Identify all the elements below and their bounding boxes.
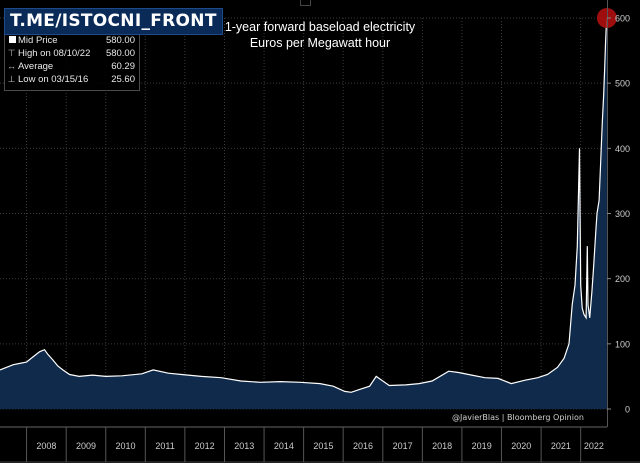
x-tick-label: 2012: [195, 441, 215, 451]
y-axis: 0 100 200 300 400 500 600: [607, 0, 630, 427]
y-tick-label: 500: [615, 79, 630, 89]
legend: Mid Price 580.00 ⊤ High on 08/10/22 580.…: [4, 33, 140, 91]
legend-row-average[interactable]: ↔ Average 60.29: [7, 61, 137, 73]
legend-label: Average: [18, 61, 54, 72]
price-line: [0, 17, 608, 393]
x-axis: 2008 2009 2010 2011 2012 2013 2014 2015 2016 2017…: [0, 426, 640, 463]
x-tick-label: 2015: [313, 441, 333, 451]
y-tick-label: 600: [615, 14, 630, 24]
low-marker-icon: ⊥: [7, 74, 16, 84]
legend-value: 580.00: [105, 35, 135, 46]
y-tick-label: 100: [615, 339, 630, 349]
x-tick-label: 2010: [116, 441, 136, 451]
chart-title: 1-year forward baseload electricity Euro…: [200, 19, 440, 51]
title-line-1: 1-year forward baseload electricity: [224, 20, 416, 34]
latest-price-marker: [596, 8, 617, 28]
chart-credit: @JavierBlas | Bloomberg Opinion: [452, 413, 584, 422]
x-tick-label: 2017: [393, 441, 413, 451]
legend-value: 60.29: [111, 61, 135, 72]
x-tick-label: 2011: [155, 441, 174, 451]
legend-label: High on 08/10/22: [18, 48, 91, 59]
x-tick-label: 2008: [36, 441, 56, 451]
x-tick-label: 2019: [472, 441, 492, 451]
y-tick-label: 200: [615, 274, 630, 284]
legend-row-low[interactable]: ⊥ Low on 03/15/16 25.60: [7, 74, 137, 86]
channel-watermark: T.ME/ISTOCNI_FRONT: [4, 8, 223, 35]
title-line-2: Euros per Megawatt hour: [249, 36, 391, 50]
x-tick-label: 2022: [584, 441, 604, 451]
y-tick-label: 300: [615, 209, 630, 219]
x-tick-label: 2020: [511, 441, 531, 451]
y-tick-label: 0: [625, 405, 630, 415]
x-tick-label: 2018: [432, 441, 452, 451]
legend-label: Low on 03/15/16: [18, 74, 89, 85]
legend-value: 580.00: [105, 48, 135, 59]
gridlines: [0, 17, 607, 410]
legend-label: Mid Price: [18, 35, 58, 46]
legend-row-high[interactable]: ⊤ High on 08/10/22 580.00: [7, 48, 137, 60]
x-tick-label: 2009: [76, 441, 96, 451]
square-icon: [7, 35, 16, 45]
collapse-toggle[interactable]: [300, 0, 311, 6]
x-tick-label: 2016: [353, 441, 373, 451]
x-tick-label: 2021: [551, 441, 571, 451]
average-marker-icon: ↔: [7, 61, 16, 71]
high-marker-icon: ⊤: [7, 48, 16, 58]
x-tick-label: 2014: [274, 441, 294, 451]
legend-row-mid-price[interactable]: Mid Price 580.00: [7, 35, 137, 47]
price-area: [0, 18, 607, 409]
legend-value: 25.60: [111, 74, 135, 85]
x-tick-label: 2013: [234, 441, 254, 451]
y-tick-label: 400: [615, 144, 630, 154]
